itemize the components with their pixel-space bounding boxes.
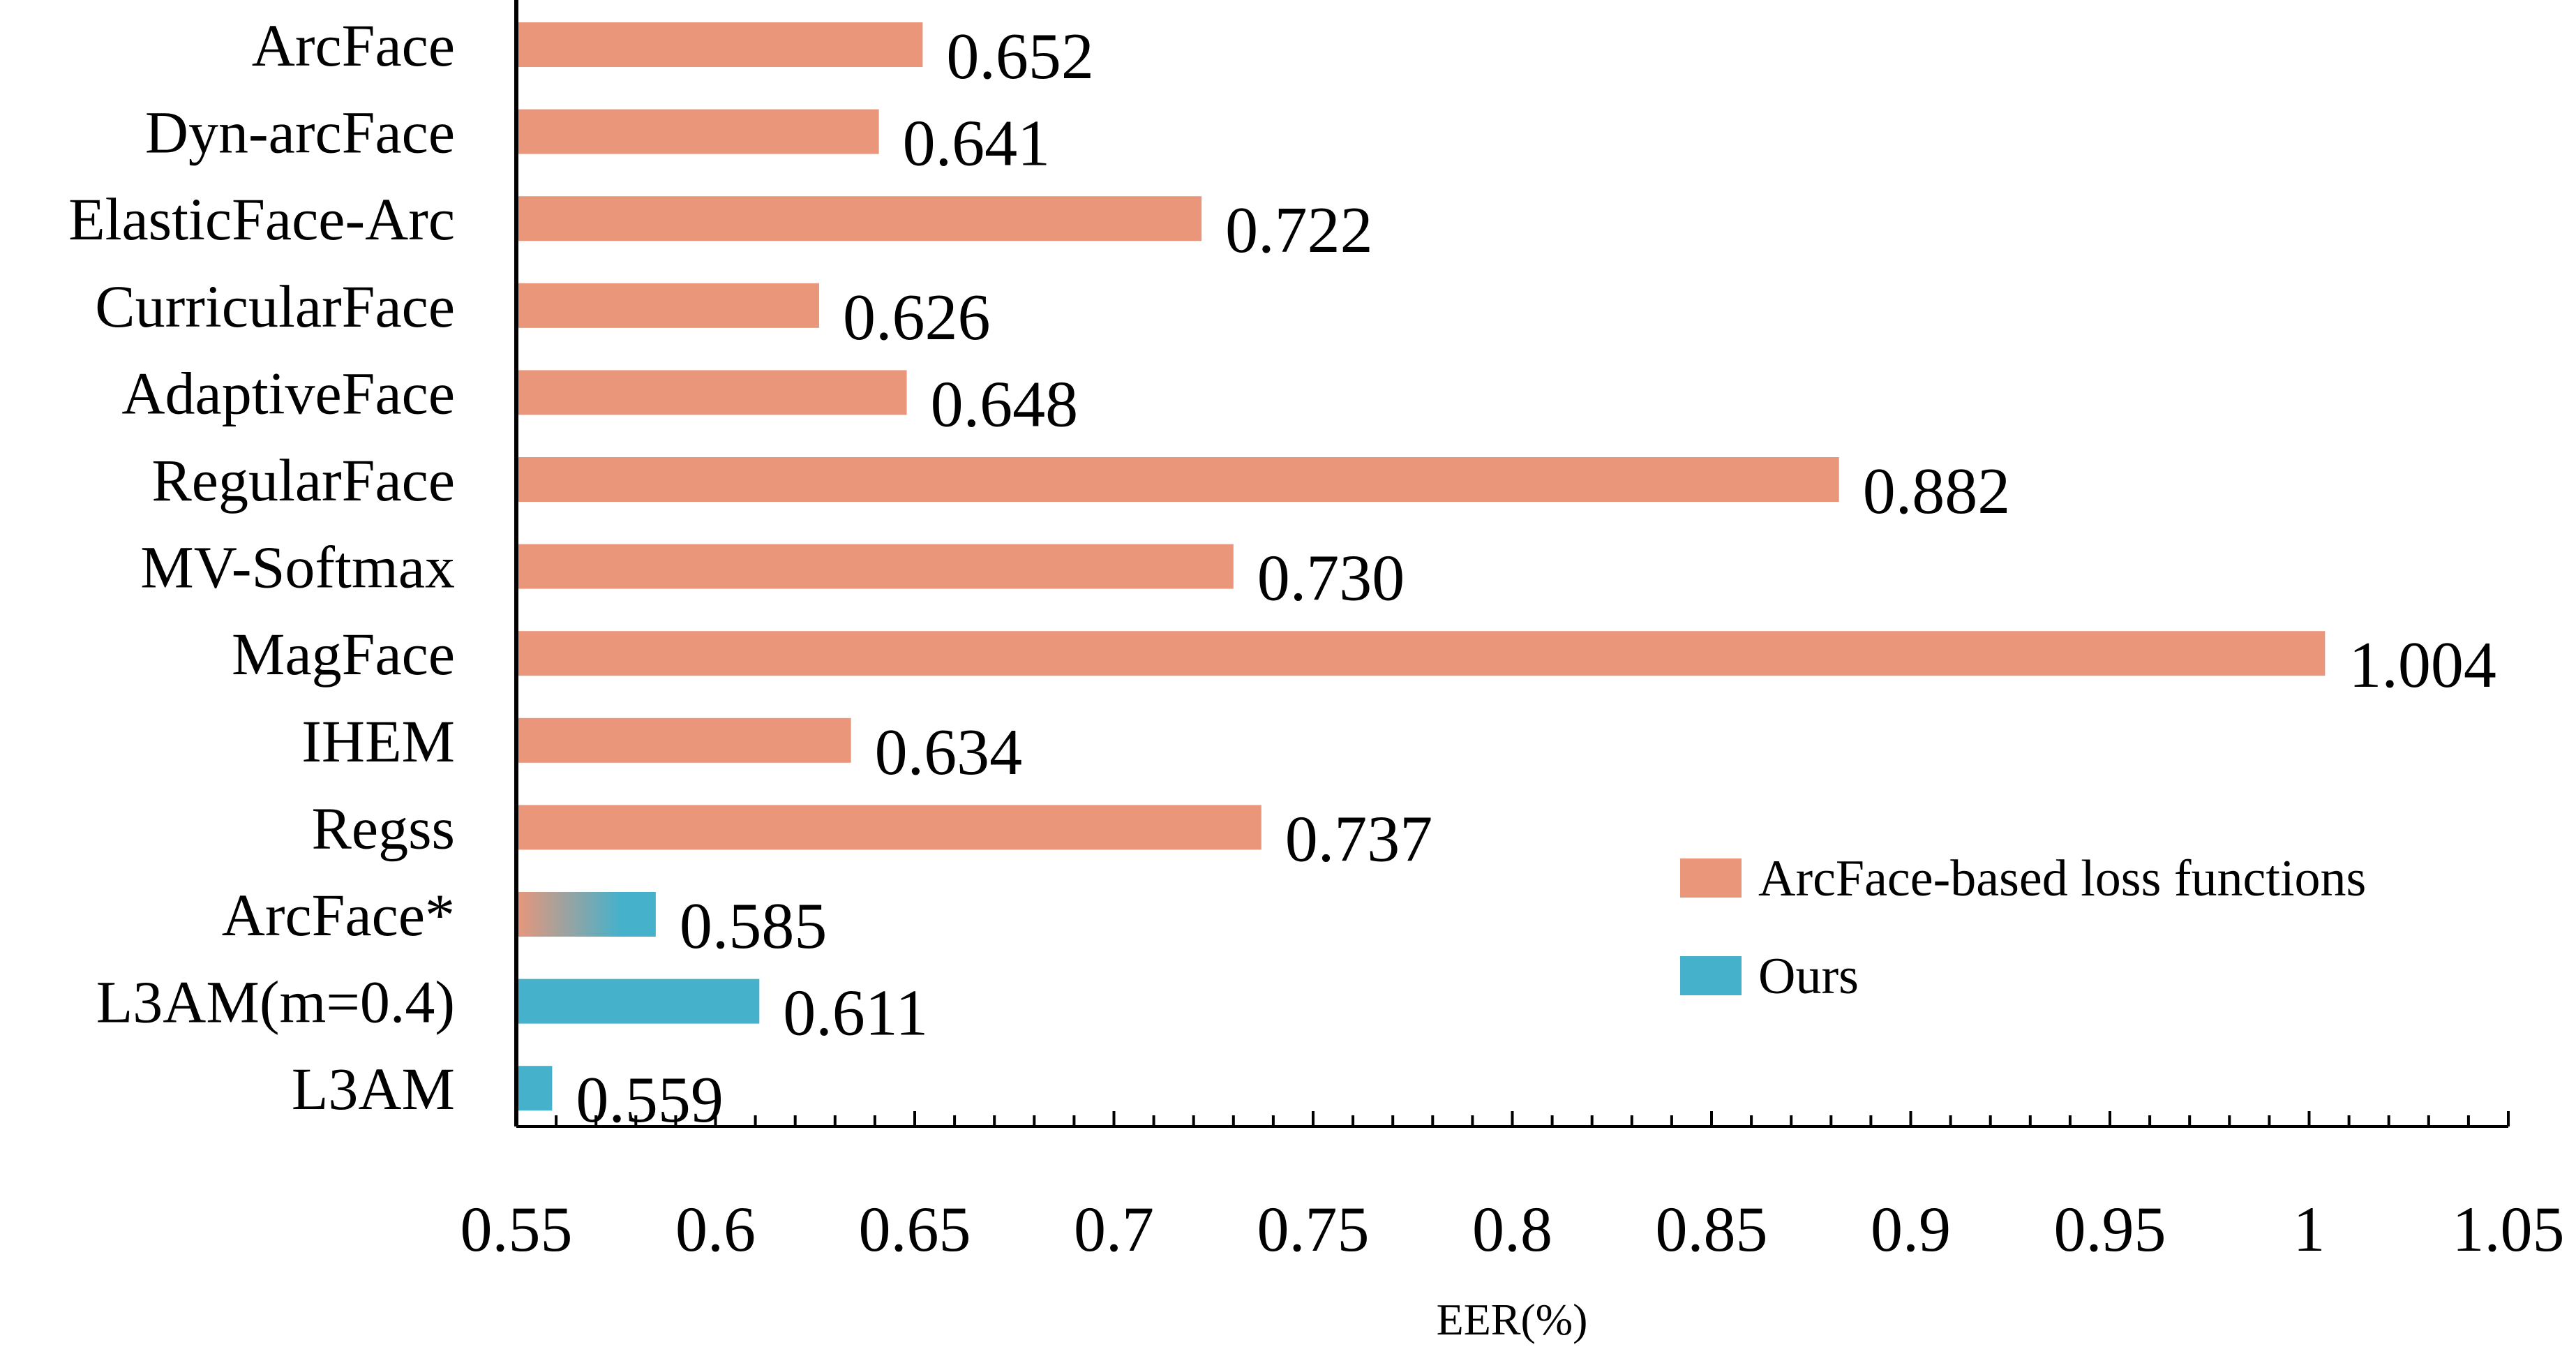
category-label: Regss xyxy=(312,794,455,861)
x-axis-tick-labels: 0.55 0.6 0.65 0.7 0.75 0.8 0.85 0.9 0.95 1 1.05 xyxy=(460,1193,2565,1265)
category-label: RegularFace xyxy=(151,447,455,514)
bar xyxy=(516,805,1261,850)
category-labels: ArcFace Dyn-arcFace ElasticFace-Arc Curricu… xyxy=(68,12,455,1122)
tick-label: 0.65 xyxy=(859,1193,971,1265)
value-label: 0.559 xyxy=(576,1064,724,1136)
legend-label-arcface-based: ArcFace-based loss functions xyxy=(1758,850,2366,907)
tick-label: 0.9 xyxy=(1871,1193,1951,1265)
bars xyxy=(516,22,2326,1111)
value-label: 0.652 xyxy=(946,20,1094,93)
category-label: CurricularFace xyxy=(95,273,455,340)
legend: ArcFace-based loss functions Ours xyxy=(1680,850,2366,1005)
x-axis-title: EER(%) xyxy=(1437,1295,1588,1344)
value-label: 0.585 xyxy=(680,890,828,962)
bar xyxy=(516,283,819,328)
category-label: L3AM xyxy=(292,1055,455,1122)
bar xyxy=(516,109,879,154)
category-label: Dyn-arcFace xyxy=(145,99,455,166)
value-label: 0.882 xyxy=(1863,455,2011,528)
bar xyxy=(516,979,760,1024)
bar xyxy=(516,1066,553,1111)
tick-label: 0.85 xyxy=(1656,1193,1768,1265)
x-axis-ticks xyxy=(515,1111,2510,1126)
tick-label: 0.6 xyxy=(675,1193,756,1265)
tick-label: 0.8 xyxy=(1472,1193,1552,1265)
legend-swatch-arcface-based xyxy=(1680,858,1742,898)
category-label: MV-Softmax xyxy=(140,534,455,601)
value-label: 0.641 xyxy=(903,107,1051,180)
category-label: L3AM(m=0.4) xyxy=(96,969,455,1036)
category-label: ArcFace xyxy=(252,12,455,79)
value-label: 0.722 xyxy=(1225,194,1373,267)
category-label: AdaptiveFace xyxy=(121,359,455,426)
tick-label: 0.55 xyxy=(460,1193,573,1265)
tick-label: 1 xyxy=(2293,1193,2326,1265)
bar xyxy=(516,22,923,67)
bar xyxy=(516,196,1202,241)
tick-label: 0.7 xyxy=(1074,1193,1154,1265)
legend-label-ours: Ours xyxy=(1758,948,1859,1005)
legend-swatch-ours xyxy=(1680,956,1742,995)
value-label: 0.626 xyxy=(843,281,991,354)
bar xyxy=(516,631,2326,676)
value-label: 0.737 xyxy=(1285,803,1433,875)
bar xyxy=(516,457,1839,502)
category-label: ElasticFace-Arc xyxy=(68,186,455,253)
tick-label: 0.75 xyxy=(1257,1193,1370,1265)
value-label: 0.648 xyxy=(931,368,1079,440)
bar xyxy=(516,717,851,763)
value-labels: 0.652 0.641 0.722 0.626 0.648 0.882 0.730 1.004… xyxy=(576,20,2496,1136)
value-label: 0.611 xyxy=(783,977,928,1050)
value-label: 1.004 xyxy=(2349,629,2496,701)
value-label: 0.730 xyxy=(1257,542,1405,615)
bar xyxy=(516,544,1234,589)
tick-label: 1.05 xyxy=(2453,1193,2565,1265)
category-label: MagFace xyxy=(232,620,455,687)
bar xyxy=(516,892,656,937)
bar xyxy=(516,370,907,415)
value-label: 0.634 xyxy=(875,716,1023,789)
tick-label: 0.95 xyxy=(2054,1193,2166,1265)
category-label: IHEM xyxy=(301,708,455,775)
category-label: ArcFace* xyxy=(222,882,455,949)
